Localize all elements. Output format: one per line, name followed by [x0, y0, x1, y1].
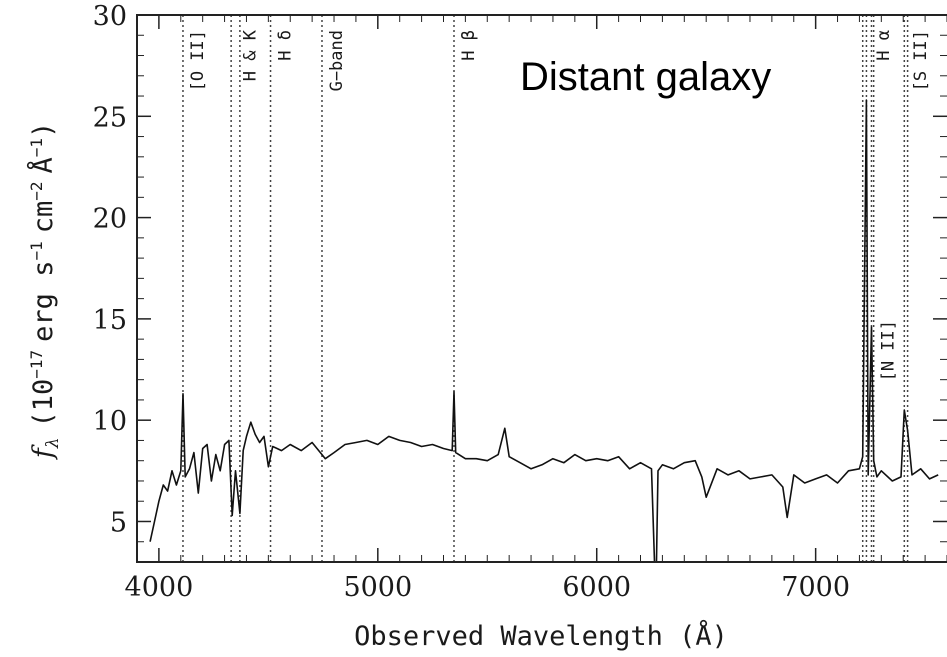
- spectral-line-label: H δ: [276, 30, 296, 61]
- spectral-line-label: G−band: [327, 30, 347, 91]
- y-tick-label: 30: [93, 1, 127, 32]
- plot-frame: [136, 14, 947, 563]
- y-tick-label: 5: [110, 507, 127, 538]
- x-axis-title: Observed Wavelength (Å): [354, 620, 728, 652]
- y-axis-open: (10: [28, 379, 59, 428]
- y-axis-close: ): [28, 122, 59, 138]
- y-axis-exp2: −1: [27, 241, 46, 260]
- x-tick-label: 6000: [562, 572, 631, 603]
- annotation-distant-galaxy: Distant galaxy: [520, 55, 771, 99]
- y-tick-label: 20: [93, 204, 127, 235]
- spectral-line-label: H α: [874, 30, 894, 61]
- spectrum-line: [149, 99, 939, 562]
- spectrum-series: [149, 99, 939, 562]
- x-tick-label: 7000: [781, 572, 850, 603]
- y-axis-erg: erg s: [28, 261, 59, 342]
- x-tick-label: 4000: [125, 572, 194, 603]
- y-axis-exp4: −1: [27, 138, 46, 157]
- spectral-line-label: H β: [459, 30, 479, 61]
- spectral-line-label: [S II]: [911, 30, 931, 91]
- axis-ticks: 4000 5000 6000 7000 5 10 15 20 25 30: [93, 1, 947, 603]
- plot-frame-border: [136, 14, 947, 563]
- y-tick-label: 10: [93, 406, 127, 437]
- y-tick-label: 25: [93, 102, 127, 133]
- y-axis-title: fλ(10−17erg s−1cm−2Å−1): [27, 122, 63, 461]
- y-axis-exp1: −17: [27, 350, 46, 379]
- y-axis-ang: Å: [27, 157, 59, 173]
- spectral-line-label: [N II]: [879, 320, 899, 381]
- y-axis-exp3: −2: [27, 182, 46, 201]
- y-axis-lambda: λ: [43, 438, 63, 450]
- x-tick-label: 5000: [343, 572, 412, 603]
- spectral-line-labels: [O II] H & K H δ G−band H β H α [N II] [S II]: [188, 29, 931, 381]
- y-axis-cm: cm: [28, 201, 59, 234]
- y-tick-label: 15: [93, 305, 127, 336]
- spectral-line-label: [O II]: [188, 30, 208, 91]
- spectral-line-label: H & K: [241, 29, 261, 81]
